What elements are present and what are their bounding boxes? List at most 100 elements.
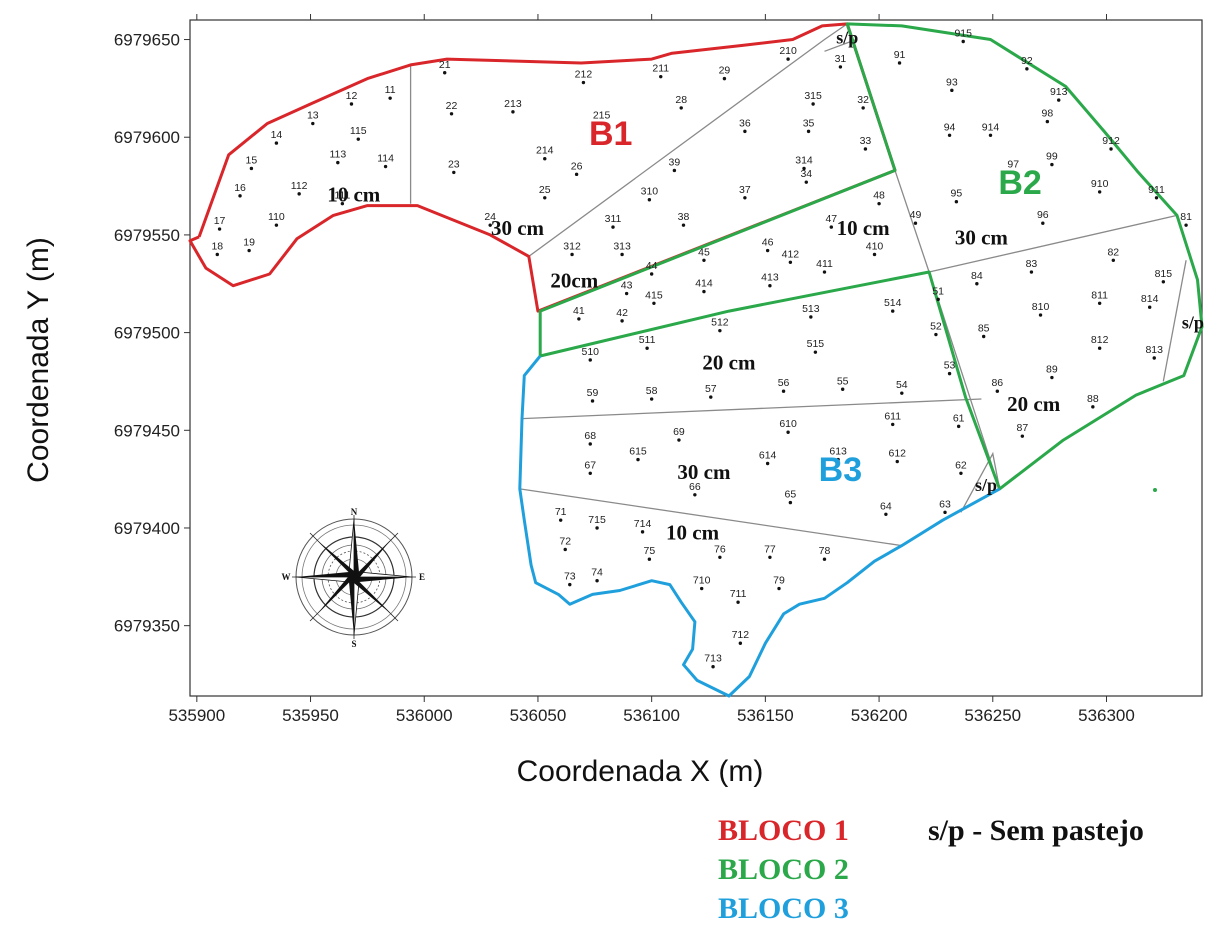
legend-sem-pastejo: s/p - Sem pastejo bbox=[928, 814, 1144, 847]
sampling-point-label: 43 bbox=[621, 280, 633, 292]
sampling-point-marker bbox=[574, 172, 579, 177]
sampling-point-marker bbox=[718, 555, 722, 559]
sampling-point-marker bbox=[943, 510, 947, 515]
sampling-point-marker bbox=[274, 223, 279, 227]
zone-height-label: 20 cm bbox=[1007, 392, 1061, 416]
sampling-point-marker bbox=[836, 457, 840, 462]
sampling-point-label: 35 bbox=[803, 117, 815, 129]
sampling-point-marker bbox=[1045, 119, 1050, 124]
sampling-point-marker bbox=[1154, 196, 1159, 200]
sampling-point-label: 63 bbox=[939, 498, 951, 510]
compass-west: W bbox=[282, 572, 291, 582]
sampling-point-marker bbox=[1057, 98, 1061, 102]
sampling-point-marker bbox=[956, 424, 961, 429]
legend-bloco-1: BLOCO 1 bbox=[718, 814, 849, 847]
sampling-point-label: 19 bbox=[243, 237, 255, 249]
sampling-point-marker bbox=[274, 141, 279, 145]
sampling-point-marker bbox=[1041, 221, 1045, 225]
sampling-point-label: 42 bbox=[616, 307, 628, 319]
zone-height-label: 20 cm bbox=[702, 351, 756, 375]
sampling-point-label: 115 bbox=[350, 125, 367, 137]
sampling-point-marker bbox=[611, 225, 615, 229]
sampling-point-marker bbox=[961, 39, 965, 44]
compass-south: S bbox=[351, 639, 356, 649]
sampling-point-label: 75 bbox=[644, 545, 656, 557]
sampling-point-marker bbox=[452, 170, 456, 175]
sampling-point-label: 89 bbox=[1046, 364, 1058, 376]
sampling-point-marker bbox=[693, 493, 697, 497]
sampling-point-label: 18 bbox=[211, 240, 223, 252]
sampling-point-marker bbox=[981, 334, 986, 339]
sampling-point-label: 68 bbox=[584, 430, 596, 442]
sampling-point-label: 95 bbox=[951, 188, 963, 200]
sampling-point-marker bbox=[1025, 67, 1029, 71]
sampling-point-label: 913 bbox=[1050, 86, 1068, 98]
sampling-point-marker bbox=[736, 600, 740, 604]
sampling-point-label: 37 bbox=[739, 184, 751, 196]
sampling-point-marker bbox=[947, 133, 952, 137]
block-label-b3: B3 bbox=[819, 451, 862, 489]
sampling-point-marker bbox=[995, 389, 1000, 393]
sampling-point-marker bbox=[699, 586, 704, 591]
sampling-point-label: 210 bbox=[779, 45, 797, 57]
sampling-point-label: 28 bbox=[675, 94, 687, 106]
sampling-point-marker bbox=[884, 512, 888, 517]
sampling-point-marker bbox=[681, 223, 686, 227]
sampling-point-marker bbox=[897, 61, 902, 65]
sampling-point-marker bbox=[1152, 356, 1156, 360]
sampling-point-label: 51 bbox=[932, 285, 944, 297]
x-tick-label: 536000 bbox=[396, 706, 453, 725]
sampling-point-marker bbox=[388, 96, 392, 100]
sampling-point-label: 311 bbox=[605, 213, 622, 225]
sampling-point-marker bbox=[934, 332, 938, 337]
sampling-point-label: 510 bbox=[581, 346, 599, 358]
sampling-point-marker bbox=[652, 301, 656, 305]
sampling-point-marker bbox=[659, 74, 663, 79]
sampling-point-marker bbox=[718, 328, 722, 333]
sampling-point-marker bbox=[702, 289, 706, 294]
sampling-point-label: 99 bbox=[1046, 151, 1058, 163]
sampling-point-label: 65 bbox=[785, 489, 797, 501]
sampling-point-marker bbox=[913, 221, 918, 225]
y-tick-label: 6979400 bbox=[114, 519, 180, 538]
sampling-point-marker bbox=[620, 252, 624, 257]
sampling-point-label: 715 bbox=[588, 514, 606, 526]
sampling-point-label: 112 bbox=[291, 180, 308, 192]
sampling-point-marker bbox=[636, 457, 640, 462]
sampling-point-marker bbox=[215, 252, 219, 257]
sampling-point-marker bbox=[822, 557, 827, 561]
sampling-point-marker bbox=[595, 526, 599, 530]
compass-east: E bbox=[419, 572, 425, 582]
sampling-point-marker bbox=[811, 102, 815, 106]
sampling-point-marker bbox=[738, 641, 743, 645]
sampling-point-marker bbox=[1147, 305, 1152, 309]
sampling-point-marker bbox=[238, 194, 242, 198]
sampling-point-label: 46 bbox=[762, 237, 774, 249]
sampling-point-label: 812 bbox=[1091, 334, 1109, 346]
bloco3-boundary bbox=[518, 355, 1001, 698]
sampling-point-label: 53 bbox=[944, 360, 956, 372]
sampling-point-label: 111 bbox=[334, 190, 350, 202]
sampling-point-marker bbox=[950, 88, 954, 93]
sampling-point-label: 73 bbox=[564, 571, 576, 583]
y-axis-ticks: 6979650 6979600 6979550 6979500 6979450 69794… bbox=[114, 31, 190, 636]
sampling-point-label: 84 bbox=[971, 270, 983, 282]
x-tick-label: 536300 bbox=[1078, 706, 1135, 725]
sampling-point-marker bbox=[1097, 190, 1102, 194]
division-line bbox=[1162, 260, 1187, 382]
sampling-point-marker bbox=[988, 133, 993, 137]
sampling-point-marker bbox=[383, 164, 388, 169]
y-tick-label: 6979550 bbox=[114, 226, 180, 245]
sampling-point-marker bbox=[954, 199, 959, 204]
sampling-point-marker bbox=[809, 315, 813, 319]
sampling-point-label: 13 bbox=[307, 110, 319, 122]
sampling-point-marker bbox=[645, 346, 649, 350]
sampling-point-marker bbox=[249, 166, 254, 171]
x-tick-label: 535950 bbox=[282, 706, 339, 725]
sampling-point-label: 16 bbox=[234, 182, 246, 194]
sampling-point-label: 613 bbox=[829, 446, 847, 458]
block-label-b1: B1 bbox=[589, 115, 632, 153]
sampling-point-label: 21 bbox=[439, 59, 451, 71]
sampling-point-marker bbox=[624, 291, 629, 296]
